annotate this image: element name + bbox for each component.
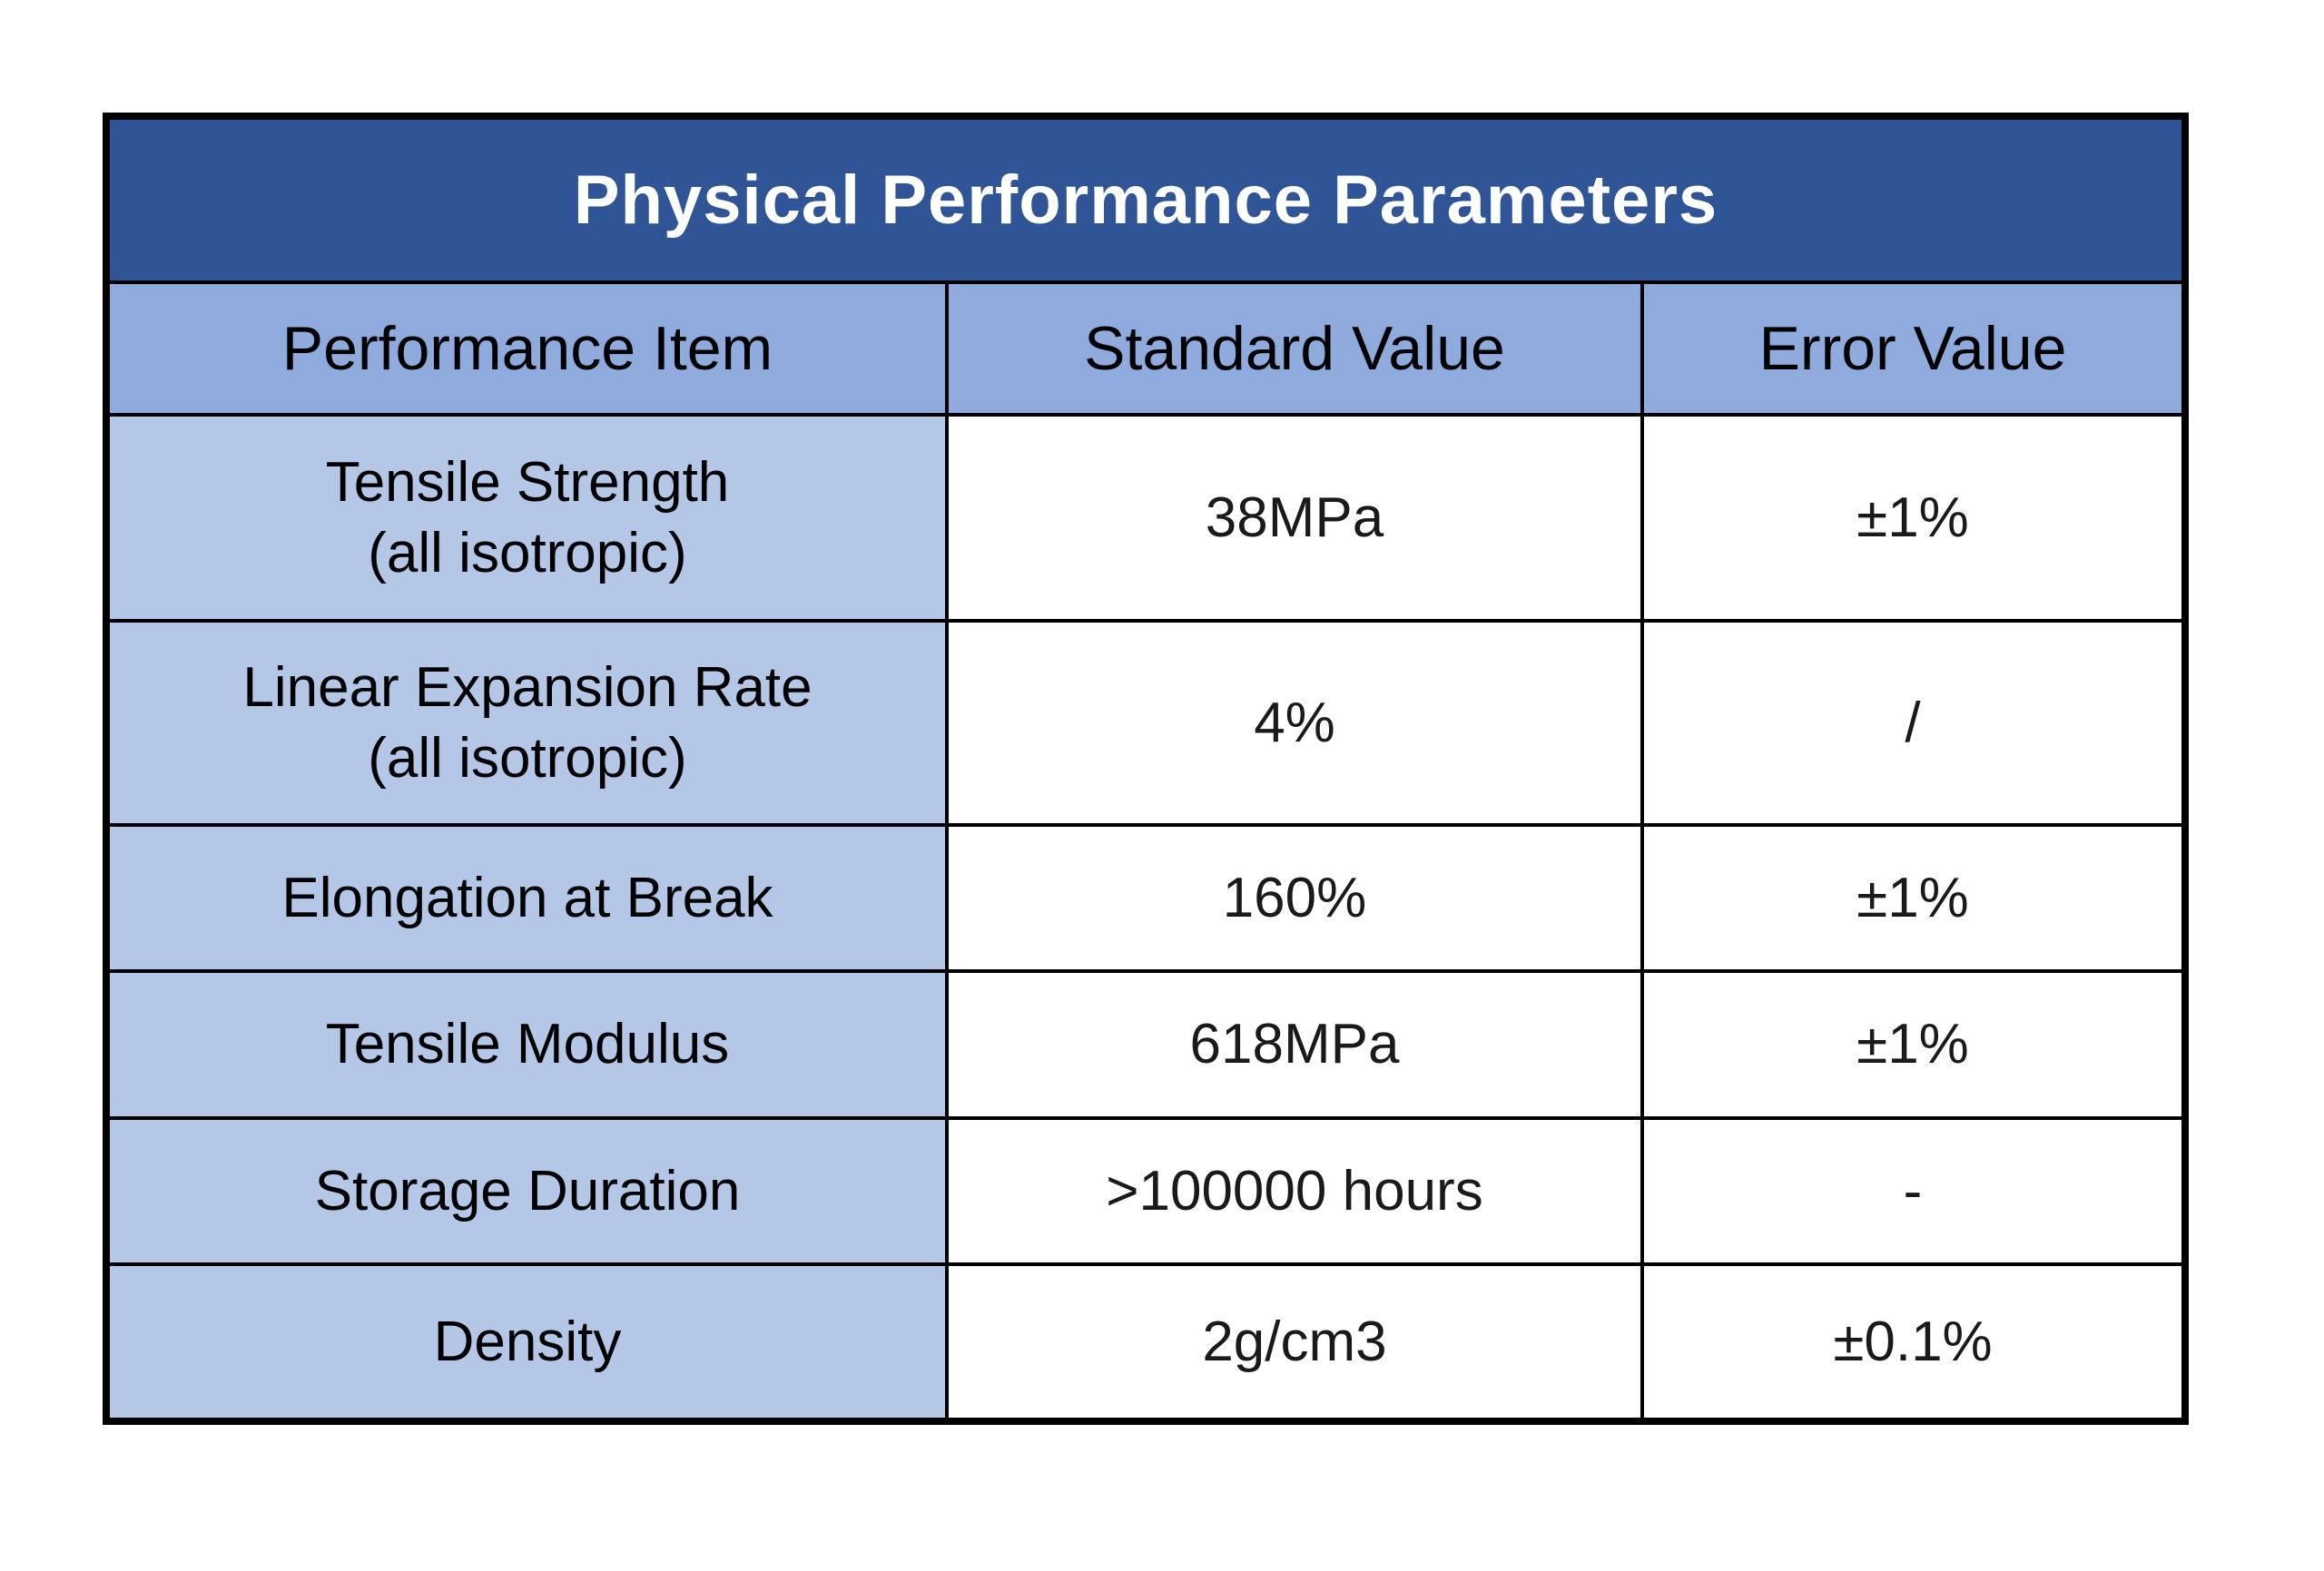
item-name: Tensile Modulus	[325, 1013, 730, 1076]
standard-value-cell: >100000 hours	[945, 1116, 1640, 1262]
performance-item-cell: Linear Expansion Rate (all isotropic)	[110, 619, 945, 823]
column-header-performance-item: Performance Item	[110, 280, 945, 413]
table-title: Physical Performance Parameters	[110, 120, 2181, 280]
error-value-cell: ±1%	[1640, 413, 2181, 619]
error-value-cell: ±1%	[1640, 823, 2181, 969]
item-name: Storage Duration	[314, 1159, 741, 1222]
item-name: Linear Expansion Rate	[242, 656, 812, 719]
standard-value-cell: 2g/cm3	[945, 1262, 1640, 1418]
item-subtext: (all isotropic)	[368, 726, 687, 790]
performance-item-cell: Storage Duration	[110, 1116, 945, 1262]
performance-item-cell: Tensile Modulus	[110, 969, 945, 1116]
item-name: Density	[433, 1310, 622, 1373]
error-value-cell: /	[1640, 619, 2181, 823]
item-subtext: (all isotropic)	[368, 521, 687, 584]
error-value-cell: ±0.1%	[1640, 1262, 2181, 1418]
standard-value-cell: 160%	[945, 823, 1640, 969]
column-header-error-value: Error Value	[1640, 280, 2181, 413]
error-value-cell: ±1%	[1640, 969, 2181, 1116]
performance-item-cell: Elongation at Break	[110, 823, 945, 969]
standard-value-cell: 4%	[945, 619, 1640, 823]
physical-performance-table: Physical Performance Parameters Performa…	[103, 113, 2189, 1425]
error-value-cell: -	[1640, 1116, 2181, 1262]
column-header-standard-value: Standard Value	[945, 280, 1640, 413]
standard-value-cell: 38MPa	[945, 413, 1640, 619]
performance-item-cell: Tensile Strength (all isotropic)	[110, 413, 945, 619]
item-name: Tensile Strength	[325, 451, 730, 514]
standard-value-cell: 618MPa	[945, 969, 1640, 1116]
item-name: Elongation at Break	[281, 866, 773, 929]
performance-item-cell: Density	[110, 1262, 945, 1418]
